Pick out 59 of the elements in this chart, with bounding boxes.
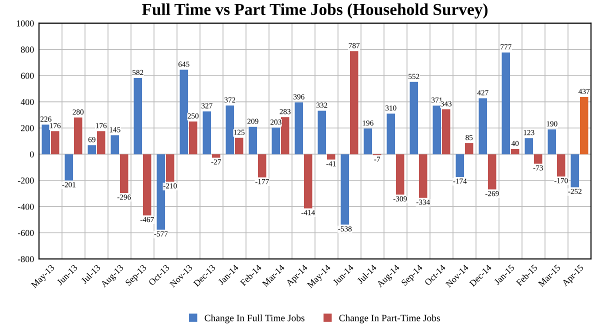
bar [432,106,442,154]
bar [488,154,496,190]
bar [280,117,290,154]
legend-label: Change In Part-Time Jobs [339,314,440,324]
y-tick-label: -600 [18,230,34,236]
bar [580,96,588,154]
y-tick-label: -800 [18,256,34,262]
y-tick-label: 0 [30,151,34,158]
bar [534,154,542,164]
bar [74,118,82,154]
bar [396,154,404,195]
bar [50,131,60,154]
bar [96,131,106,154]
bar [180,70,188,154]
bar [304,154,312,208]
bar [326,154,336,160]
bar [202,111,212,154]
bar [134,78,142,154]
bar [188,121,198,154]
y-tick-label: 1000 [16,20,34,26]
bar [258,154,266,178]
bar [464,143,474,154]
legend-label: Change In Full Time Jobs [204,314,304,324]
bar [418,154,428,198]
bar [386,114,396,154]
bar [442,109,450,154]
y-tick-label: 600 [20,72,34,79]
bar [548,129,556,154]
bar [226,105,234,154]
bar [478,98,488,154]
y-tick-label: 400 [20,98,34,106]
bar [524,138,534,154]
bar [248,126,258,154]
bar [120,154,128,193]
bar [272,128,280,154]
chart-title: Full Time vs Part Time Jobs (Household Survey) [142,3,488,19]
bar [64,154,74,181]
bar [502,52,510,154]
bar [510,148,520,154]
bar [318,110,326,154]
bar [410,82,418,154]
y-tick-label: -200 [18,178,34,184]
y-tick-label: 800 [20,46,34,53]
bar [166,154,174,182]
bar [364,128,372,154]
bar [142,154,152,216]
y-tick-label: -400 [18,204,34,210]
bar [340,154,350,225]
bar [294,102,304,154]
bar [212,154,220,158]
bar [88,145,96,154]
bar [456,154,464,177]
y-tick-label: 200 [20,125,34,132]
bar [350,51,358,154]
bar [234,138,244,154]
bar [556,154,566,176]
bar [42,124,50,154]
bar [570,154,580,188]
bar [110,135,120,154]
